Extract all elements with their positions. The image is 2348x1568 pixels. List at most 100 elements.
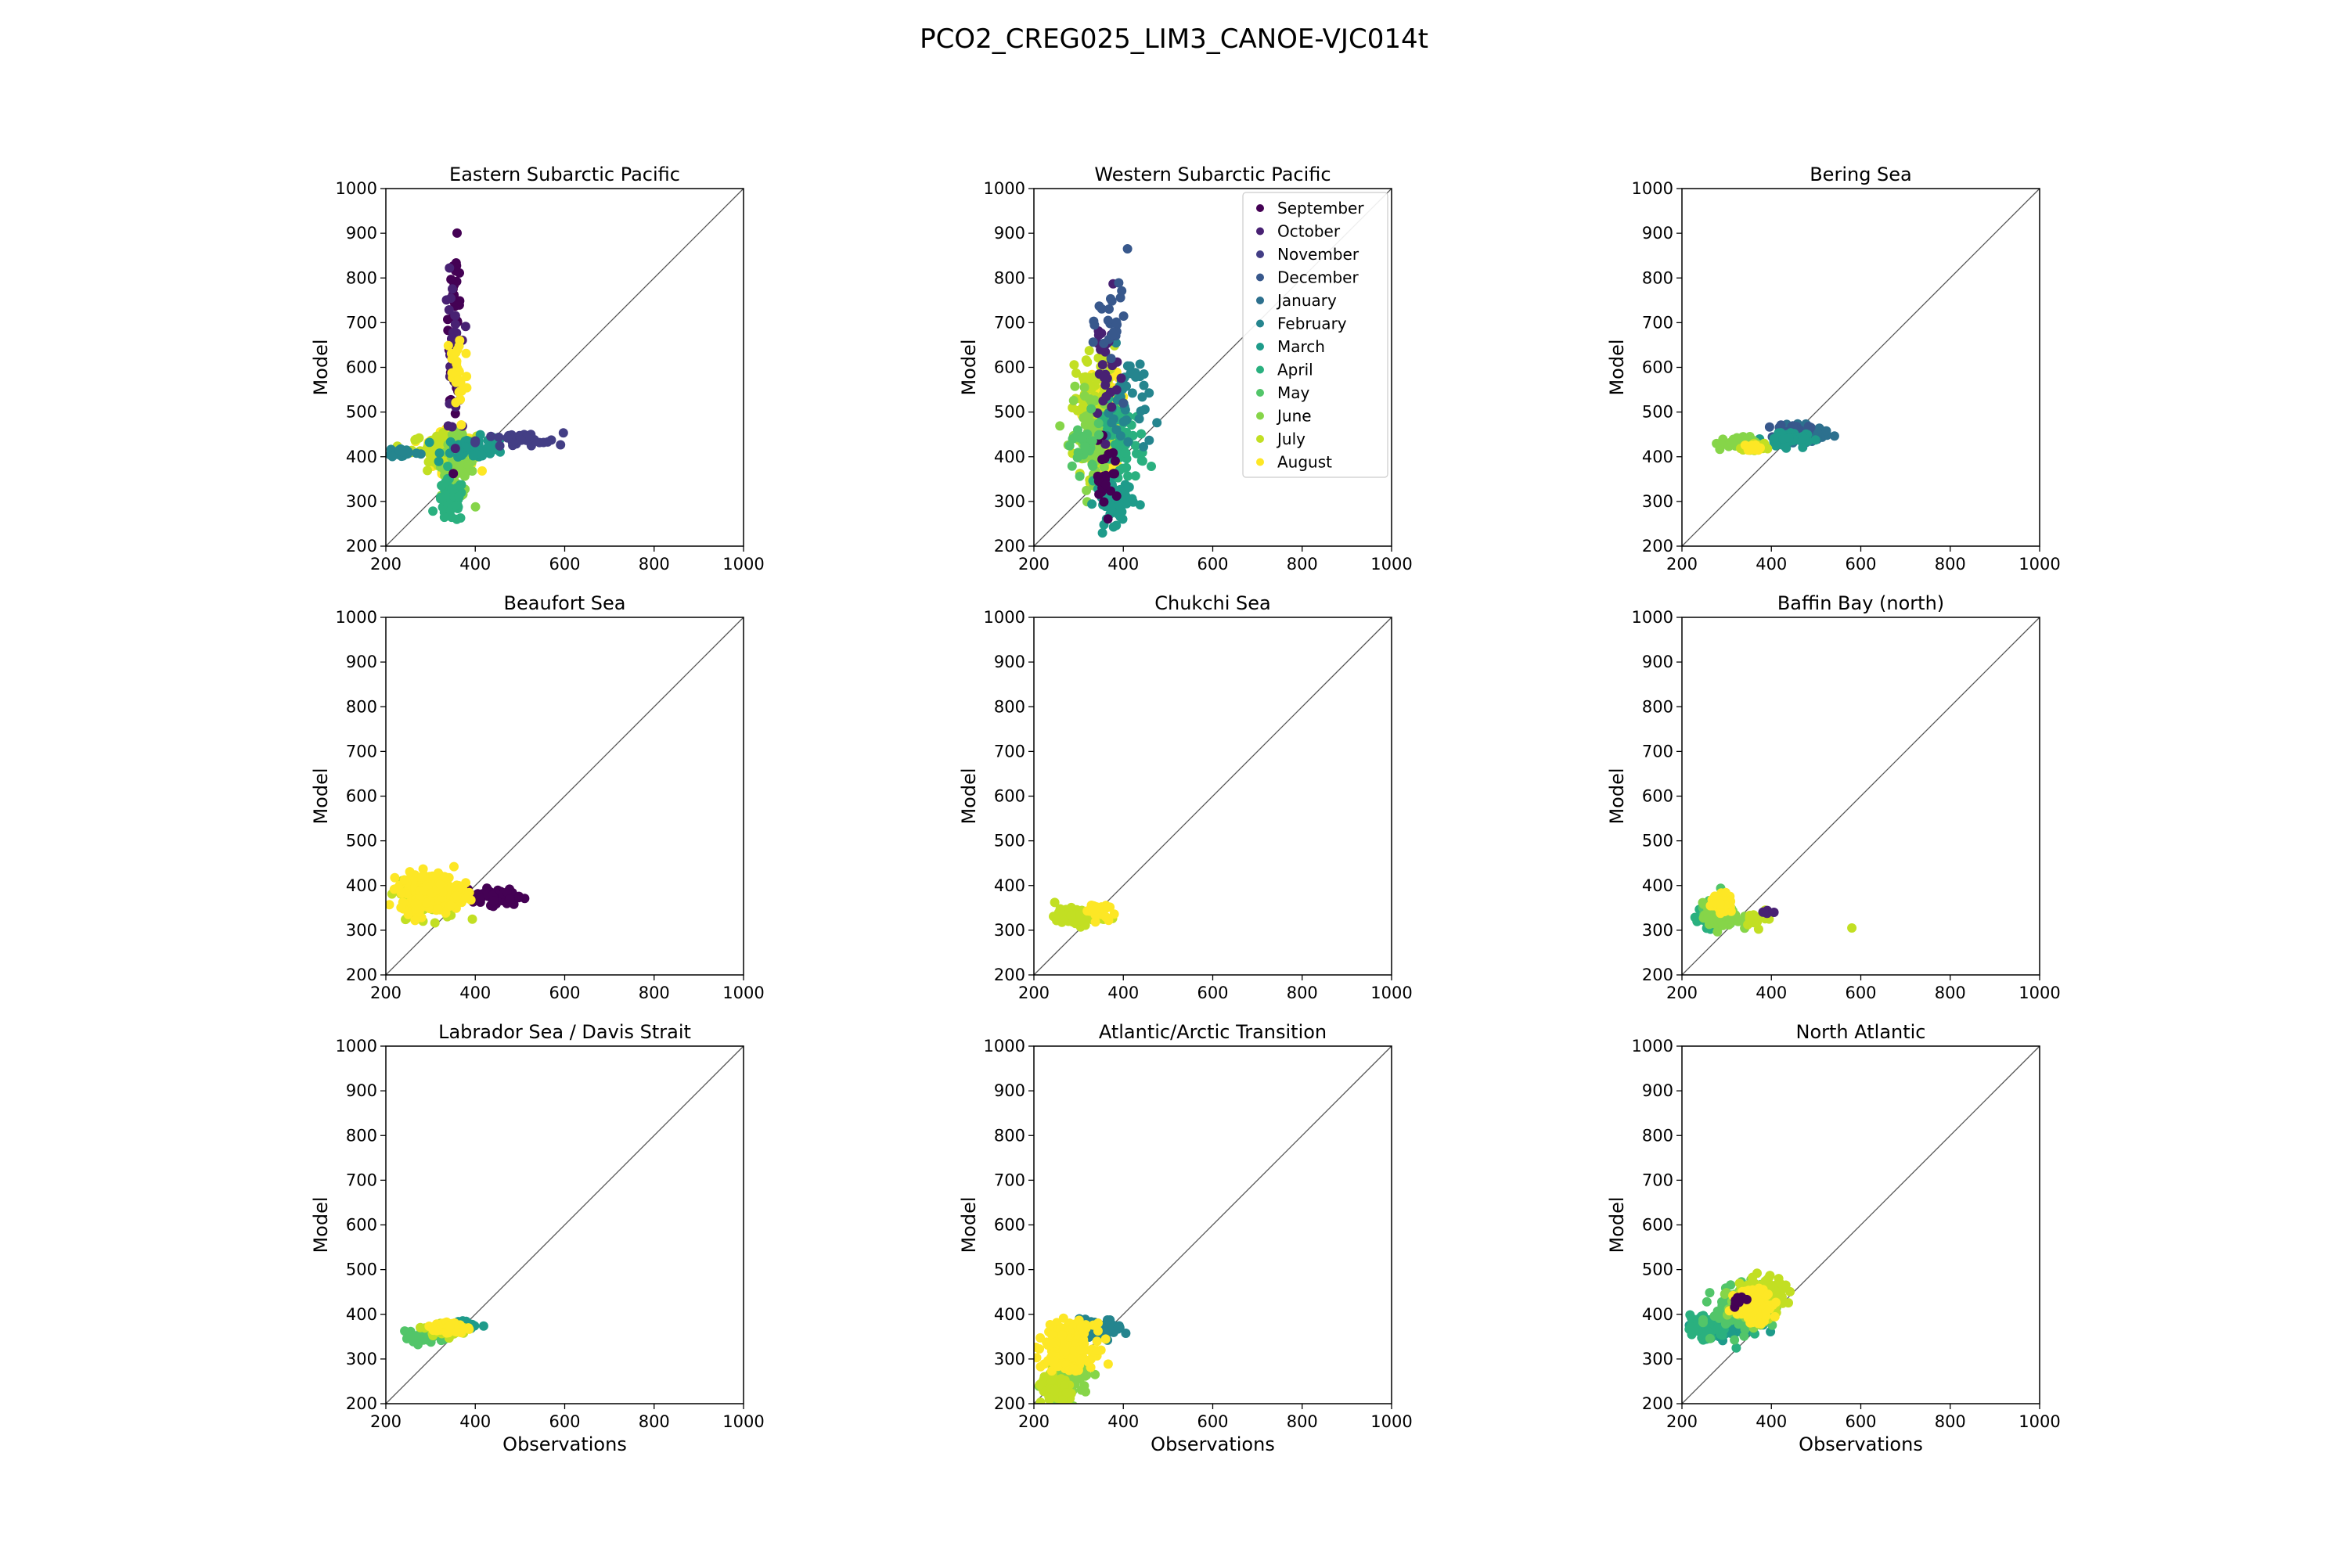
data-point <box>434 448 445 459</box>
data-point <box>441 295 452 305</box>
y-tick-label: 1000 <box>984 608 1025 627</box>
y-tick-label: 800 <box>1642 697 1673 716</box>
data-point <box>1734 1278 1745 1289</box>
reference-line <box>1681 1045 2040 1404</box>
data-point <box>470 502 481 512</box>
data-point <box>1099 462 1109 473</box>
subplot-title: Chukchi Sea <box>1154 592 1271 614</box>
legend-box <box>1242 192 1388 478</box>
data-point <box>1072 405 1082 415</box>
data-point <box>538 437 549 448</box>
data-point <box>486 431 496 441</box>
data-point <box>1717 1330 1727 1340</box>
data-point <box>1121 1329 1131 1338</box>
data-point <box>1743 445 1753 455</box>
data-point <box>1092 1346 1102 1355</box>
data-point <box>1116 373 1126 383</box>
scatter-points <box>1055 244 1162 538</box>
subplot-title: North Atlantic <box>1795 1021 1925 1043</box>
data-point <box>1092 1336 1102 1347</box>
y-tick-label: 800 <box>994 697 1025 716</box>
legend-marker <box>1256 343 1264 351</box>
data-point <box>450 311 460 321</box>
data-point <box>1714 1313 1724 1323</box>
y-tick-label: 700 <box>1642 1171 1673 1189</box>
subplot-title: Baffin Bay (north) <box>1777 592 1944 614</box>
data-point <box>1100 439 1111 449</box>
figure-title: PCO2_CREG025_LIM3_CANOE-VJC014t <box>920 23 1428 55</box>
data-point <box>1847 923 1857 933</box>
legend-label: September <box>1277 199 1364 218</box>
data-point <box>1702 1296 1712 1307</box>
x-tick-label: 400 <box>1107 984 1139 1002</box>
y-tick-label: 900 <box>994 653 1025 671</box>
data-point <box>439 872 449 882</box>
data-point <box>459 471 470 481</box>
data-point <box>1727 437 1738 447</box>
y-tick-label: 200 <box>346 966 377 984</box>
y-tick-label: 300 <box>346 492 377 511</box>
data-point <box>1139 369 1149 379</box>
y-tick-label: 300 <box>994 921 1025 940</box>
data-point <box>1798 442 1808 452</box>
x-tick-label: 600 <box>1197 984 1228 1002</box>
x-tick-label: 600 <box>549 555 580 574</box>
legend-label: May <box>1277 383 1310 402</box>
data-point <box>446 275 456 285</box>
y-tick-label: 400 <box>346 448 377 466</box>
data-point <box>502 887 512 897</box>
y-tick-label: 600 <box>994 358 1025 377</box>
x-axis-label: Observations <box>502 1433 627 1455</box>
data-point <box>441 477 451 487</box>
data-point <box>1103 315 1113 325</box>
data-point <box>1047 1330 1057 1340</box>
y-tick-label: 200 <box>994 966 1025 984</box>
y-tick-label: 500 <box>1642 403 1673 422</box>
subplot-2: 200 400 600 800 1000 200 300 400 500 600 700 800 900… <box>1606 164 2061 574</box>
data-point <box>1734 1319 1744 1329</box>
y-tick-label: 200 <box>1642 1394 1673 1413</box>
scatter-points <box>1684 1268 1795 1353</box>
data-point <box>558 428 568 438</box>
data-point <box>1771 441 1781 451</box>
data-point <box>1079 413 1089 423</box>
y-tick-label: 700 <box>994 1171 1025 1189</box>
data-point <box>1748 1318 1758 1328</box>
data-point <box>1769 908 1779 917</box>
y-tick-label: 400 <box>994 448 1025 466</box>
legend: September October November December January F… <box>1242 192 1388 478</box>
data-point <box>1770 1311 1780 1322</box>
y-axis-label: Model <box>1606 1196 1628 1253</box>
data-point <box>1720 887 1730 897</box>
data-point <box>430 918 440 928</box>
data-point <box>434 456 444 466</box>
legend-marker <box>1256 204 1264 212</box>
legend-label: January <box>1276 291 1337 310</box>
data-point <box>1061 1388 1071 1398</box>
data-point <box>455 480 465 490</box>
scatter-points <box>1049 897 1119 932</box>
data-point <box>1086 404 1097 414</box>
data-point <box>1115 512 1125 522</box>
data-point <box>1077 433 1087 443</box>
legend-marker <box>1256 273 1264 282</box>
data-point <box>1064 441 1075 451</box>
data-point <box>1109 909 1119 919</box>
subplot-3: 200 400 600 800 1000 200 300 400 500 600 700 800 900… <box>310 592 765 1002</box>
y-tick-label: 200 <box>994 1394 1025 1413</box>
data-point <box>1781 1280 1791 1290</box>
data-point <box>1061 1347 1071 1357</box>
data-point <box>1115 500 1125 510</box>
data-point <box>436 433 446 443</box>
data-point <box>1097 360 1107 370</box>
data-point <box>428 506 438 516</box>
y-tick-label: 1000 <box>1632 1037 1673 1056</box>
data-point <box>1044 1392 1054 1401</box>
y-tick-label: 600 <box>346 787 377 806</box>
x-tick-label: 1000 <box>1370 1412 1412 1431</box>
data-point <box>514 891 524 901</box>
data-point <box>443 462 453 471</box>
data-point <box>1107 330 1117 340</box>
y-tick-label: 600 <box>1642 1216 1673 1235</box>
x-tick-label: 200 <box>370 984 402 1002</box>
